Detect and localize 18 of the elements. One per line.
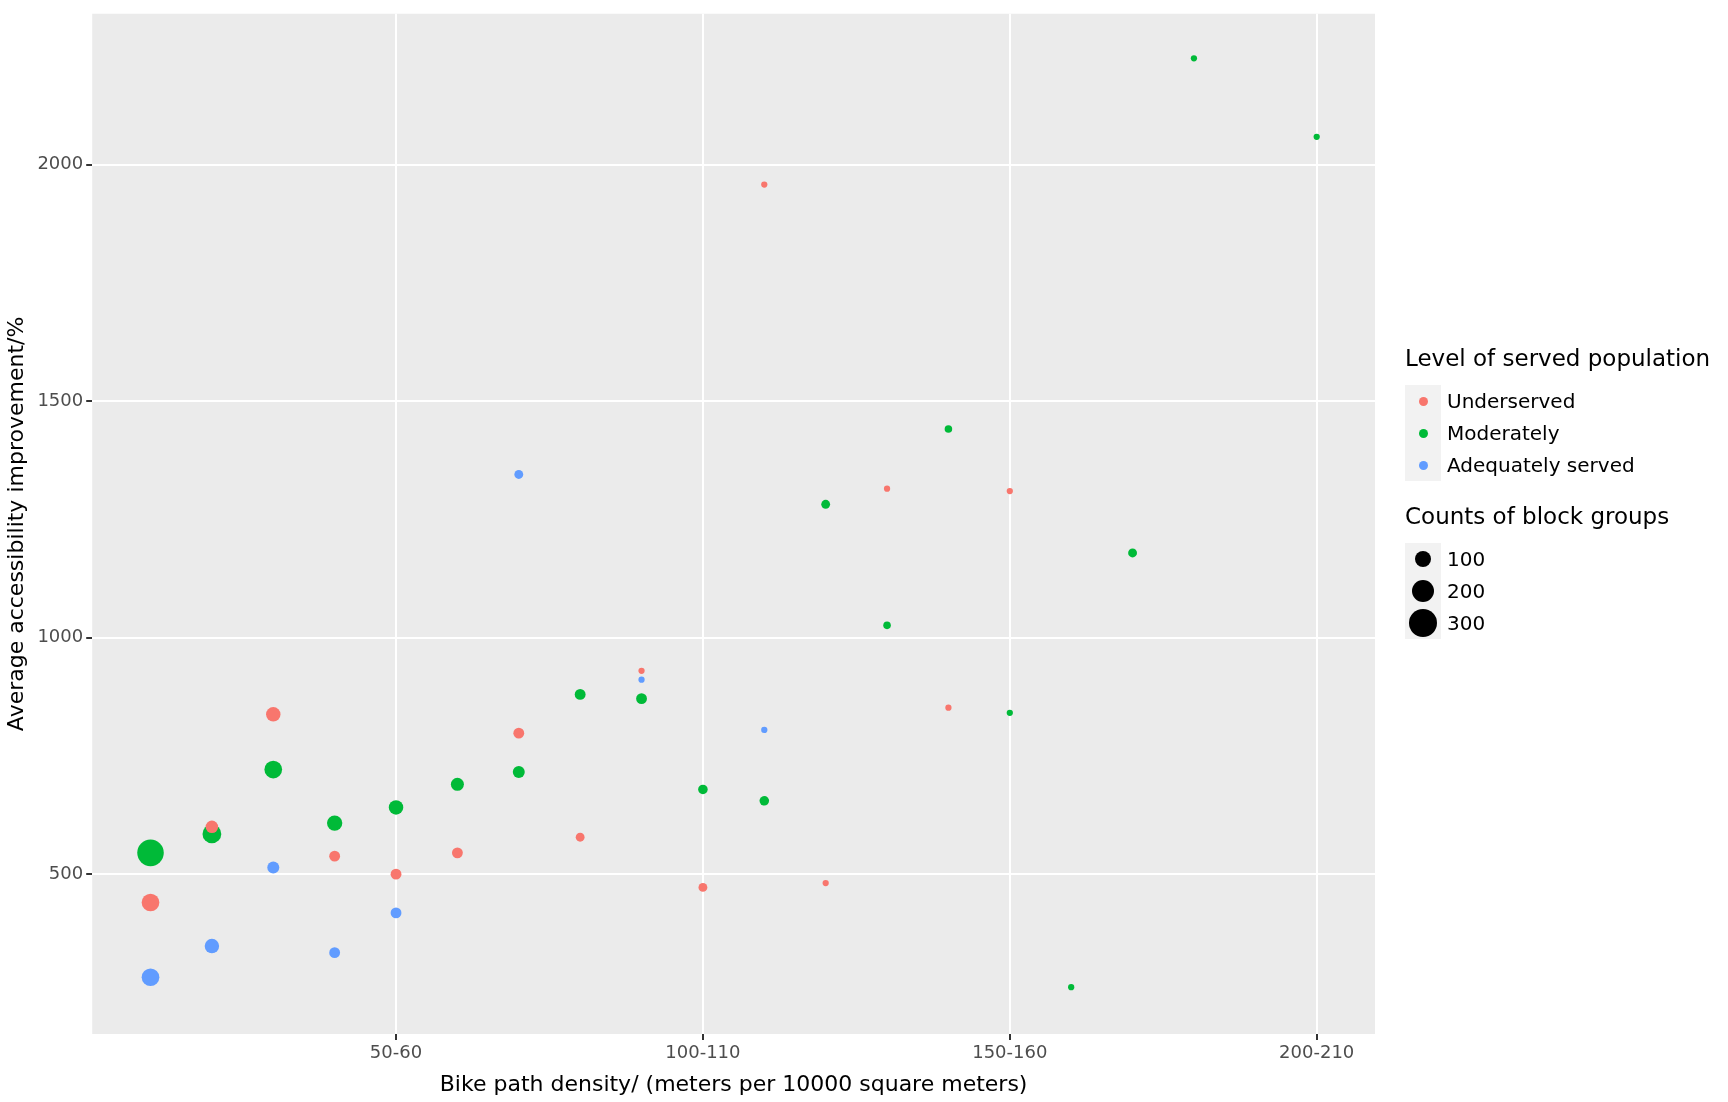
y-tick-label: 2000 [37, 152, 84, 174]
y-tick-label: 500 [48, 861, 84, 883]
y-tick-label: 1000 [37, 625, 84, 647]
legend-label: Moderately [1447, 421, 1560, 445]
y-axis-title: Average accessibility improvement/% [2, 316, 28, 732]
legend-title: Level of served population [1405, 345, 1711, 371]
x-tick-label: 50-60 [369, 1041, 423, 1063]
text: Counts of block groups [1405, 503, 1671, 529]
legend-label: Underserved [1447, 389, 1576, 413]
x-tick-label: 100-110 [665, 1041, 741, 1063]
legend-label: Adequately served [1447, 453, 1635, 477]
legend-label: 100 [1447, 547, 1486, 571]
legend-label: 200 [1447, 579, 1486, 603]
y-tick-label: 1500 [37, 388, 84, 410]
x-tick-label: 200-210 [1279, 1041, 1355, 1063]
x-tick-label: 150-160 [972, 1041, 1048, 1063]
x-axis-title: Bike path density/ (meters per 10000 square meters) [439, 1070, 1028, 1096]
legend-label: 300 [1447, 611, 1486, 635]
